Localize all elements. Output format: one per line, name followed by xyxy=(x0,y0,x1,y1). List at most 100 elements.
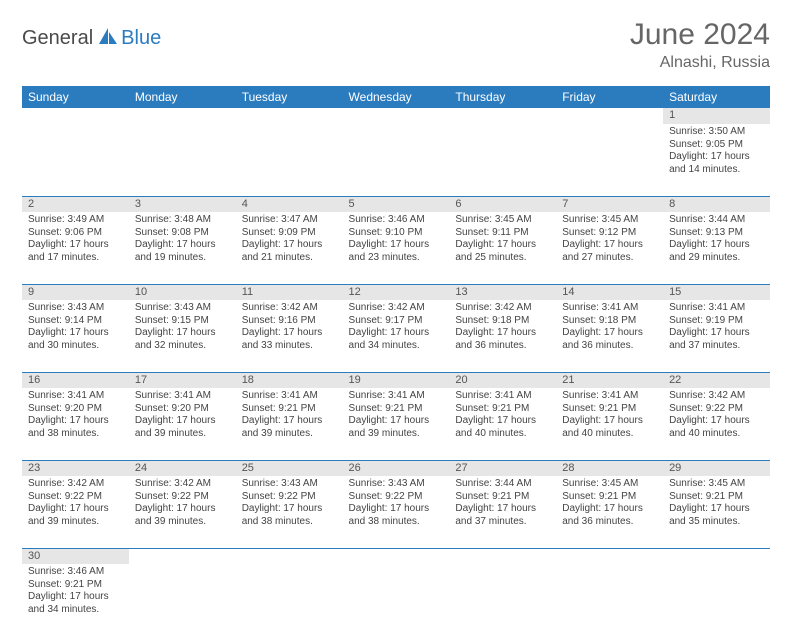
day-number-cell: 3 xyxy=(129,196,236,212)
daylight: Daylight: 17 hours and 37 minutes. xyxy=(455,503,550,528)
daylight: Daylight: 17 hours and 34 minutes. xyxy=(28,591,123,616)
day-cell: Sunrise: 3:47 AMSunset: 9:09 PMDaylight:… xyxy=(236,212,343,284)
sunset: Sunset: 9:22 PM xyxy=(349,491,444,504)
sunset: Sunset: 9:08 PM xyxy=(135,227,230,240)
daylight: Daylight: 17 hours and 34 minutes. xyxy=(349,327,444,352)
empty-cell xyxy=(663,548,770,564)
day-number: 21 xyxy=(556,373,663,387)
daylight: Daylight: 17 hours and 39 minutes. xyxy=(135,503,230,528)
day-number-cell: 9 xyxy=(22,284,129,300)
daylight: Daylight: 17 hours and 19 minutes. xyxy=(135,239,230,264)
daynum-row: 30 xyxy=(22,548,770,564)
day-cell: Sunrise: 3:45 AMSunset: 9:21 PMDaylight:… xyxy=(556,476,663,548)
sunset: Sunset: 9:22 PM xyxy=(135,491,230,504)
day-cell: Sunrise: 3:41 AMSunset: 9:21 PMDaylight:… xyxy=(556,388,663,460)
day-number-cell: 21 xyxy=(556,372,663,388)
weekday-header: Tuesday xyxy=(236,86,343,108)
day-cell: Sunrise: 3:45 AMSunset: 9:12 PMDaylight:… xyxy=(556,212,663,284)
header: General Blue June 2024 Alnashi, Russia xyxy=(22,18,770,72)
sunset: Sunset: 9:09 PM xyxy=(242,227,337,240)
day-number-cell: 23 xyxy=(22,460,129,476)
day-cell: Sunrise: 3:42 AMSunset: 9:18 PMDaylight:… xyxy=(449,300,556,372)
weekday-header: Friday xyxy=(556,86,663,108)
day-number: 16 xyxy=(22,373,129,387)
sunrise: Sunrise: 3:41 AM xyxy=(135,390,230,403)
weekday-header: Monday xyxy=(129,86,236,108)
day-number: 27 xyxy=(449,461,556,475)
day-number-cell: 20 xyxy=(449,372,556,388)
day-cell: Sunrise: 3:46 AMSunset: 9:21 PMDaylight:… xyxy=(22,564,129,636)
day-number: 28 xyxy=(556,461,663,475)
day-number: 23 xyxy=(22,461,129,475)
daylight: Daylight: 17 hours and 14 minutes. xyxy=(669,151,764,176)
day-content: Sunrise: 3:44 AMSunset: 9:13 PMDaylight:… xyxy=(663,212,770,268)
sunset: Sunset: 9:12 PM xyxy=(562,227,657,240)
sunrise: Sunrise: 3:41 AM xyxy=(455,390,550,403)
sail-icon xyxy=(97,26,119,51)
day-cell: Sunrise: 3:46 AMSunset: 9:10 PMDaylight:… xyxy=(343,212,450,284)
day-cell: Sunrise: 3:48 AMSunset: 9:08 PMDaylight:… xyxy=(129,212,236,284)
daylight: Daylight: 17 hours and 40 minutes. xyxy=(669,415,764,440)
day-number: 9 xyxy=(22,285,129,299)
day-cell: Sunrise: 3:44 AMSunset: 9:13 PMDaylight:… xyxy=(663,212,770,284)
day-number: 13 xyxy=(449,285,556,299)
day-number-cell: 6 xyxy=(449,196,556,212)
daylight: Daylight: 17 hours and 39 minutes. xyxy=(28,503,123,528)
empty-cell xyxy=(22,108,129,124)
day-number: 5 xyxy=(343,197,450,211)
day-number: 20 xyxy=(449,373,556,387)
calendar-table: Sunday Monday Tuesday Wednesday Thursday… xyxy=(22,86,770,636)
sunrise: Sunrise: 3:42 AM xyxy=(669,390,764,403)
day-content: Sunrise: 3:45 AMSunset: 9:21 PMDaylight:… xyxy=(663,476,770,532)
sunset: Sunset: 9:19 PM xyxy=(669,315,764,328)
day-number: 17 xyxy=(129,373,236,387)
day-cell: Sunrise: 3:42 AMSunset: 9:22 PMDaylight:… xyxy=(129,476,236,548)
day-content: Sunrise: 3:45 AMSunset: 9:12 PMDaylight:… xyxy=(556,212,663,268)
sunset: Sunset: 9:17 PM xyxy=(349,315,444,328)
daylight: Daylight: 17 hours and 39 minutes. xyxy=(135,415,230,440)
day-row: Sunrise: 3:41 AMSunset: 9:20 PMDaylight:… xyxy=(22,388,770,460)
sunrise: Sunrise: 3:47 AM xyxy=(242,214,337,227)
sunset: Sunset: 9:22 PM xyxy=(28,491,123,504)
daylight: Daylight: 17 hours and 27 minutes. xyxy=(562,239,657,264)
sunset: Sunset: 9:21 PM xyxy=(242,403,337,416)
weekday-header: Saturday xyxy=(663,86,770,108)
day-number: 8 xyxy=(663,197,770,211)
empty-cell xyxy=(22,124,129,196)
day-number-cell: 26 xyxy=(343,460,450,476)
day-cell: Sunrise: 3:43 AMSunset: 9:22 PMDaylight:… xyxy=(236,476,343,548)
day-cell: Sunrise: 3:41 AMSunset: 9:21 PMDaylight:… xyxy=(236,388,343,460)
sunrise: Sunrise: 3:42 AM xyxy=(349,302,444,315)
day-content: Sunrise: 3:41 AMSunset: 9:18 PMDaylight:… xyxy=(556,300,663,356)
sunrise: Sunrise: 3:50 AM xyxy=(669,126,764,139)
day-number: 7 xyxy=(556,197,663,211)
day-content: Sunrise: 3:41 AMSunset: 9:21 PMDaylight:… xyxy=(556,388,663,444)
sunset: Sunset: 9:18 PM xyxy=(562,315,657,328)
sunrise: Sunrise: 3:45 AM xyxy=(562,214,657,227)
day-number-cell: 12 xyxy=(343,284,450,300)
empty-cell xyxy=(129,548,236,564)
daynum-row: 1 xyxy=(22,108,770,124)
sunset: Sunset: 9:13 PM xyxy=(669,227,764,240)
sunrise: Sunrise: 3:49 AM xyxy=(28,214,123,227)
sunrise: Sunrise: 3:45 AM xyxy=(562,478,657,491)
sunset: Sunset: 9:21 PM xyxy=(669,491,764,504)
sunset: Sunset: 9:06 PM xyxy=(28,227,123,240)
day-number-cell: 17 xyxy=(129,372,236,388)
day-cell: Sunrise: 3:50 AMSunset: 9:05 PMDaylight:… xyxy=(663,124,770,196)
day-content: Sunrise: 3:43 AMSunset: 9:14 PMDaylight:… xyxy=(22,300,129,356)
weekday-header: Sunday xyxy=(22,86,129,108)
daylight: Daylight: 17 hours and 39 minutes. xyxy=(242,415,337,440)
day-number-cell: 14 xyxy=(556,284,663,300)
day-content: Sunrise: 3:42 AMSunset: 9:16 PMDaylight:… xyxy=(236,300,343,356)
day-cell: Sunrise: 3:41 AMSunset: 9:18 PMDaylight:… xyxy=(556,300,663,372)
sunset: Sunset: 9:21 PM xyxy=(562,491,657,504)
sunset: Sunset: 9:05 PM xyxy=(669,139,764,152)
day-content: Sunrise: 3:41 AMSunset: 9:21 PMDaylight:… xyxy=(236,388,343,444)
daylight: Daylight: 17 hours and 36 minutes. xyxy=(562,327,657,352)
day-cell: Sunrise: 3:41 AMSunset: 9:19 PMDaylight:… xyxy=(663,300,770,372)
day-cell: Sunrise: 3:43 AMSunset: 9:14 PMDaylight:… xyxy=(22,300,129,372)
daylight: Daylight: 17 hours and 38 minutes. xyxy=(242,503,337,528)
day-number: 1 xyxy=(663,108,770,122)
daylight: Daylight: 17 hours and 33 minutes. xyxy=(242,327,337,352)
